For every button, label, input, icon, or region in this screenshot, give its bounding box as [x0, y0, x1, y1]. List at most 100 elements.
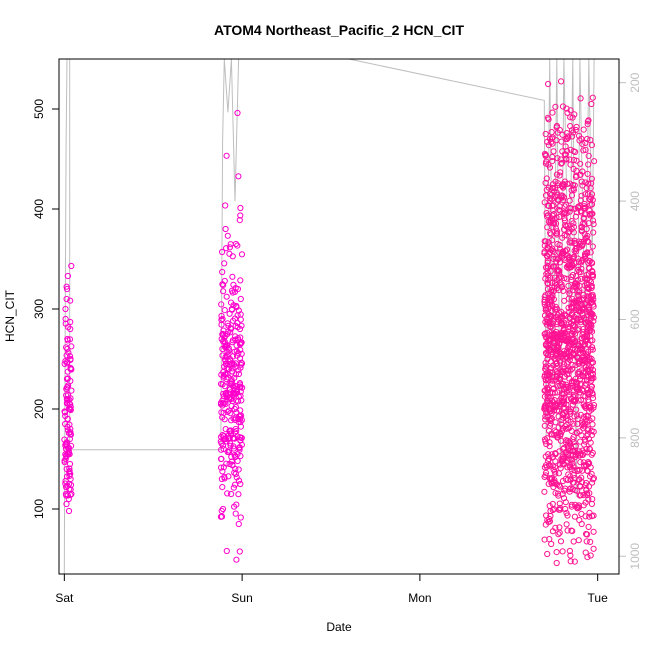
data-point [558, 138, 565, 145]
data-point [234, 312, 241, 319]
data-point [229, 365, 236, 372]
data-point [582, 250, 589, 257]
data-point [571, 558, 578, 565]
data-point [565, 455, 573, 462]
chart-title: ATOM4 Northeast_Pacific_2 HCN_CIT [214, 22, 464, 38]
data-point [546, 416, 553, 423]
data-point [545, 480, 552, 487]
data-point [238, 350, 245, 357]
x-tick-label: Tue [588, 591, 609, 605]
data-point [549, 207, 556, 214]
data-point [583, 380, 590, 387]
data-point [550, 362, 557, 369]
data-point [576, 448, 583, 455]
data-point [542, 318, 549, 326]
data-point [543, 175, 550, 182]
data-point [552, 524, 559, 532]
data-point [561, 297, 568, 304]
data-point [546, 439, 553, 446]
data-point [235, 370, 242, 378]
data-point [553, 189, 560, 196]
data-point [218, 301, 225, 308]
data-point [223, 152, 230, 159]
data-point [588, 500, 596, 507]
data-point [569, 295, 576, 302]
data-point [221, 307, 228, 314]
data-point [568, 239, 575, 246]
data-point [589, 243, 596, 250]
data-point [551, 464, 559, 471]
data-point [580, 369, 587, 376]
data-point [549, 377, 556, 384]
data-point [224, 232, 231, 239]
data-point [573, 157, 580, 164]
data-point [582, 513, 589, 520]
data-point [576, 202, 583, 210]
data-point [63, 352, 70, 359]
data-point [591, 158, 598, 165]
data-point [566, 547, 574, 555]
data-point [572, 447, 579, 454]
data-point [238, 434, 245, 441]
data-point [235, 520, 242, 528]
data-point [573, 272, 580, 280]
data-point [568, 379, 576, 387]
data-point [589, 415, 596, 422]
data-point [558, 457, 565, 464]
data-point [64, 451, 71, 458]
data-point [549, 224, 556, 231]
data-point [565, 304, 572, 311]
data-point [553, 345, 560, 352]
data-point [232, 371, 239, 378]
data-point [238, 412, 245, 419]
data-point [62, 412, 69, 420]
data-point [542, 405, 549, 412]
data-point [236, 341, 244, 348]
data-point [63, 384, 71, 391]
data-point [219, 484, 226, 491]
data-point [572, 126, 579, 134]
data-point [567, 161, 574, 168]
data-point [574, 412, 581, 419]
data-point [589, 346, 596, 353]
data-point [234, 319, 241, 327]
data-point [581, 341, 589, 348]
data-point [587, 464, 594, 471]
data-point [588, 328, 596, 335]
data-point [558, 390, 565, 397]
data-point [558, 182, 565, 189]
data-point [222, 225, 229, 233]
data-point [558, 78, 565, 85]
data-point [569, 365, 576, 372]
data-point [67, 325, 74, 333]
data-point [575, 537, 582, 544]
data-point [62, 480, 69, 487]
data-point [586, 408, 593, 415]
data-point [589, 271, 596, 278]
data-point [545, 80, 552, 88]
data-point [569, 114, 576, 121]
data-point [229, 273, 236, 280]
data-point [568, 330, 576, 337]
data-point [552, 103, 559, 110]
data-point [584, 191, 592, 198]
data-point [580, 492, 587, 499]
data-point [544, 550, 551, 558]
data-point [566, 197, 573, 204]
data-point [570, 420, 577, 427]
data-point [576, 466, 583, 473]
data-point [220, 390, 227, 397]
data-point [588, 175, 596, 182]
y-tick-label: 200 [32, 399, 46, 419]
data-point [237, 295, 244, 303]
data-point [558, 281, 565, 288]
data-point [547, 268, 554, 275]
data-point [566, 342, 573, 349]
data-point [581, 300, 588, 307]
data-point [563, 210, 570, 217]
data-point [575, 307, 582, 314]
data-point [224, 320, 231, 327]
data-point [583, 185, 590, 192]
data-point [569, 361, 576, 369]
data-point [61, 408, 68, 415]
